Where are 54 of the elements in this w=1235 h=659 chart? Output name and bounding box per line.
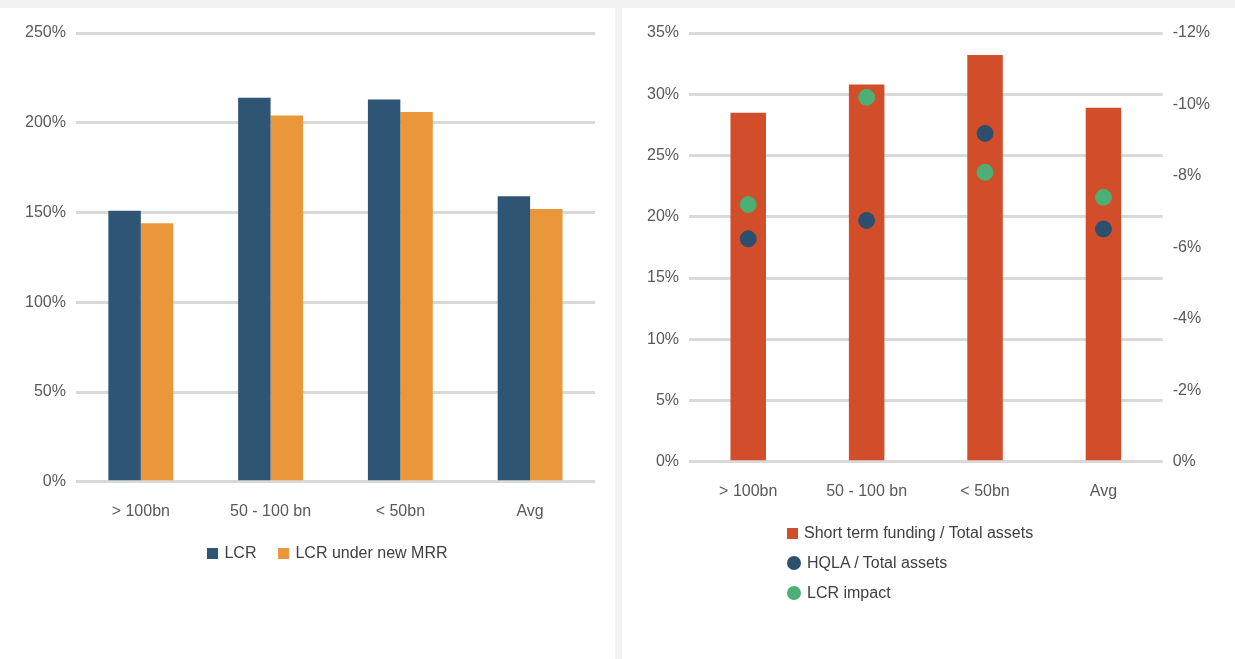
y-tick-label: 20% <box>646 207 680 225</box>
point <box>976 163 994 181</box>
bar <box>848 84 885 461</box>
bar <box>730 112 766 461</box>
bar <box>400 111 433 481</box>
y-tick-label: 35% <box>646 23 680 41</box>
y2-tick-label: -12% <box>1172 23 1211 41</box>
x-tick-label: Avg <box>516 501 544 519</box>
y-tick-label: 100% <box>25 292 66 310</box>
point <box>1094 188 1112 206</box>
x-tick-label: < 50bn <box>375 501 426 519</box>
legend-label: Short term funding / Total assets <box>804 524 1034 542</box>
y-tick-label: 15% <box>646 268 680 286</box>
y2-tick-label: 0% <box>1172 452 1196 470</box>
y2-tick-label: -8% <box>1172 166 1202 184</box>
bar <box>497 196 531 481</box>
point <box>976 124 994 142</box>
legend-label: HQLA / Total assets <box>807 554 948 572</box>
x-tick-label: 50 - 100 bn <box>230 501 312 519</box>
x-tick-label: < 50bn <box>960 481 1010 499</box>
bar <box>367 99 401 481</box>
legend-label: LCR impact <box>807 584 891 602</box>
y-tick-label: 200% <box>25 113 66 131</box>
y2-tick-label: -10% <box>1172 94 1211 112</box>
y2-tick-label: -2% <box>1172 380 1202 398</box>
y2-tick-label: -4% <box>1172 309 1202 327</box>
bar <box>238 97 271 481</box>
y-tick-label: 30% <box>646 84 680 102</box>
bar <box>108 210 141 481</box>
y-tick-label: 25% <box>646 145 680 163</box>
point <box>858 211 876 229</box>
y-tick-label: 0% <box>42 472 66 490</box>
x-tick-label: > 100bn <box>111 501 170 519</box>
bar <box>967 55 1003 461</box>
y2-tick-label: -6% <box>1172 237 1202 255</box>
y-tick-label: 0% <box>655 452 680 470</box>
y-tick-label: 5% <box>655 390 680 408</box>
bar <box>530 208 563 481</box>
x-tick-label: 50 - 100 bn <box>826 481 908 499</box>
bar <box>1085 107 1122 461</box>
y-tick-label: 150% <box>25 202 66 220</box>
point <box>739 230 757 248</box>
point <box>1094 220 1112 238</box>
y-tick-label: 250% <box>25 23 66 41</box>
x-tick-label: Avg <box>1089 481 1118 499</box>
bar <box>140 223 174 481</box>
x-tick-label: > 100bn <box>719 481 778 499</box>
point <box>739 196 757 214</box>
legend-label: LCR under new MRR <box>295 544 448 562</box>
point <box>858 88 876 106</box>
legend-label: LCR <box>224 544 257 562</box>
y-tick-label: 50% <box>33 382 66 400</box>
y-tick-label: 10% <box>646 329 680 347</box>
bar <box>270 115 304 481</box>
